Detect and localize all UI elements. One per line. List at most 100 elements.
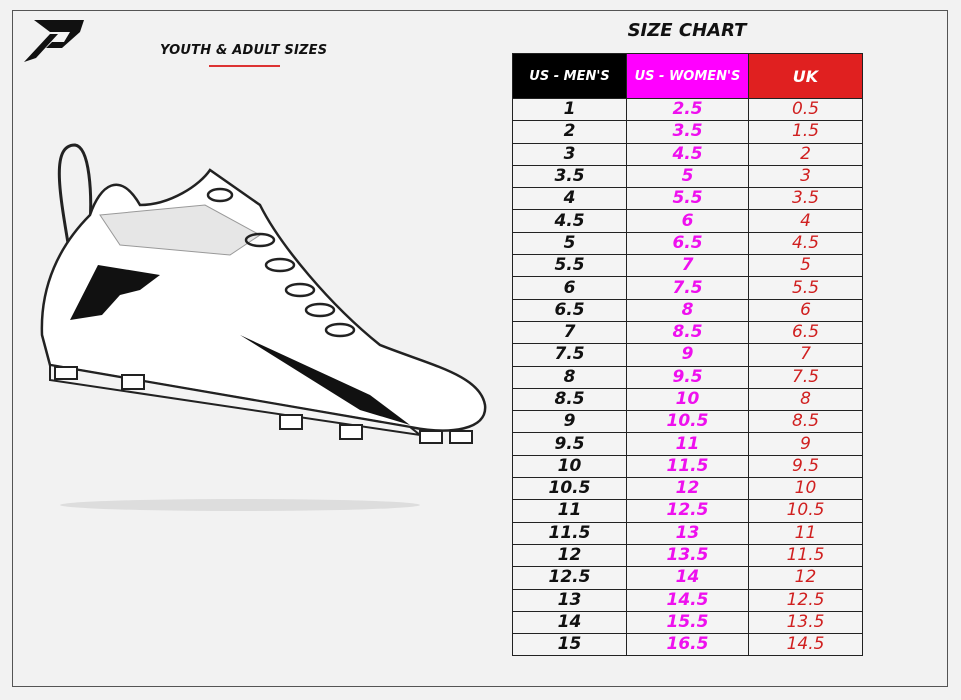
us-women-size: 11.5 [626, 454, 749, 479]
table-header-row: US - MEN'S US - WOMEN'S UK [512, 53, 863, 99]
table-row: 7 8.5 6.5 [512, 320, 863, 345]
uk-size: 7.5 [748, 365, 863, 389]
table-row: 7.5 9 7 [512, 343, 863, 367]
subtitle-underline [209, 65, 280, 67]
table-row: 3 4.5 2 [512, 142, 863, 166]
table-row: 8.5 10 8 [512, 387, 863, 412]
table-row: 6 7.5 5.5 [512, 276, 863, 300]
uk-size: 1.5 [748, 120, 863, 144]
table-row: 5.5 7 5 [512, 254, 863, 278]
size-chart-table: US - MEN'S US - WOMEN'S UK 1 2.5 0.5 2 3.5 1.… [512, 53, 863, 657]
us-women-size: 4.5 [626, 142, 749, 166]
uk-size: 10.5 [748, 499, 863, 523]
us-men-size: 6 [512, 276, 627, 300]
table-row: 14 15.5 13.5 [512, 610, 863, 635]
us-women-size: 5.5 [626, 187, 749, 211]
table-row: 11 12.5 10.5 [512, 499, 863, 523]
uk-size: 12 [748, 566, 863, 590]
us-men-size: 11 [512, 499, 627, 523]
football-cleat-illustration [40, 143, 487, 511]
us-men-size: 9 [512, 410, 627, 434]
uk-size: 4 [748, 209, 863, 233]
us-men-size: 3.5 [512, 164, 627, 189]
table-row: 5 6.5 4.5 [512, 231, 863, 256]
subtitle: YOUTH & ADULT SIZES [160, 43, 328, 58]
table-row: 9 10.5 8.5 [512, 410, 863, 434]
us-men-size: 8 [512, 365, 627, 389]
column-header-us-women: US - WOMEN'S [626, 53, 749, 99]
uk-size: 2 [748, 142, 863, 166]
uk-size: 8 [748, 387, 863, 412]
table-row: 11.5 13 11 [512, 521, 863, 545]
column-header-uk: UK [748, 53, 863, 99]
us-women-size: 8 [626, 298, 749, 322]
us-women-size: 10 [626, 387, 749, 412]
table-row: 12.5 14 12 [512, 566, 863, 590]
page-title: SIZE CHART [627, 20, 747, 41]
uk-size: 11.5 [748, 543, 863, 568]
table-row: 10 11.5 9.5 [512, 454, 863, 479]
uk-size: 3 [748, 164, 863, 189]
us-women-size: 9.5 [626, 365, 749, 389]
table-row: 4.5 6 4 [512, 209, 863, 233]
us-men-size: 1 [512, 97, 627, 122]
uk-size: 10 [748, 477, 863, 501]
us-men-size: 8.5 [512, 387, 627, 412]
us-women-size: 16.5 [626, 633, 749, 657]
table-row: 9.5 11 9 [512, 432, 863, 456]
us-women-size: 10.5 [626, 410, 749, 434]
us-women-size: 6.5 [626, 231, 749, 256]
us-women-size: 7 [626, 254, 749, 278]
us-women-size: 15.5 [626, 610, 749, 635]
us-women-size: 9 [626, 343, 749, 367]
uk-size: 9 [748, 432, 863, 456]
us-women-size: 14.5 [626, 588, 749, 612]
us-men-size: 7.5 [512, 343, 627, 367]
us-men-size: 12 [512, 543, 627, 568]
us-women-size: 12 [626, 477, 749, 501]
uk-size: 9.5 [748, 454, 863, 479]
uk-size: 14.5 [748, 633, 863, 657]
us-men-size: 4.5 [512, 209, 627, 233]
us-men-size: 12.5 [512, 566, 627, 590]
us-women-size: 13.5 [626, 543, 749, 568]
table-row: 10.5 12 10 [512, 477, 863, 501]
table-row: 2 3.5 1.5 [512, 120, 863, 144]
table-row: 8 9.5 7.5 [512, 365, 863, 389]
us-women-size: 2.5 [626, 97, 749, 122]
uk-size: 11 [748, 521, 863, 545]
us-men-size: 4 [512, 187, 627, 211]
us-women-size: 7.5 [626, 276, 749, 300]
table-row: 3.5 5 3 [512, 164, 863, 189]
us-men-size: 7 [512, 320, 627, 345]
us-men-size: 2 [512, 120, 627, 144]
table-row: 12 13.5 11.5 [512, 543, 863, 568]
table-row: 1 2.5 0.5 [512, 97, 863, 122]
us-men-size: 13 [512, 588, 627, 612]
us-women-size: 5 [626, 164, 749, 189]
uk-size: 3.5 [748, 187, 863, 211]
uk-size: 5 [748, 254, 863, 278]
us-men-size: 10 [512, 454, 627, 479]
us-women-size: 11 [626, 432, 749, 456]
table-row: 13 14.5 12.5 [512, 588, 863, 612]
uk-size: 6.5 [748, 320, 863, 345]
us-men-size: 5.5 [512, 254, 627, 278]
table-row: 4 5.5 3.5 [512, 187, 863, 211]
us-women-size: 14 [626, 566, 749, 590]
us-men-size: 9.5 [512, 432, 627, 456]
us-men-size: 11.5 [512, 521, 627, 545]
us-women-size: 12.5 [626, 499, 749, 523]
us-men-size: 3 [512, 142, 627, 166]
uk-size: 12.5 [748, 588, 863, 612]
us-men-size: 6.5 [512, 298, 627, 322]
uk-size: 8.5 [748, 410, 863, 434]
table-row: 15 16.5 14.5 [512, 633, 863, 657]
uk-size: 7 [748, 343, 863, 367]
chart-frame [12, 10, 948, 687]
us-women-size: 13 [626, 521, 749, 545]
uk-size: 13.5 [748, 610, 863, 635]
us-women-size: 6 [626, 209, 749, 233]
us-men-size: 10.5 [512, 477, 627, 501]
us-men-size: 5 [512, 231, 627, 256]
